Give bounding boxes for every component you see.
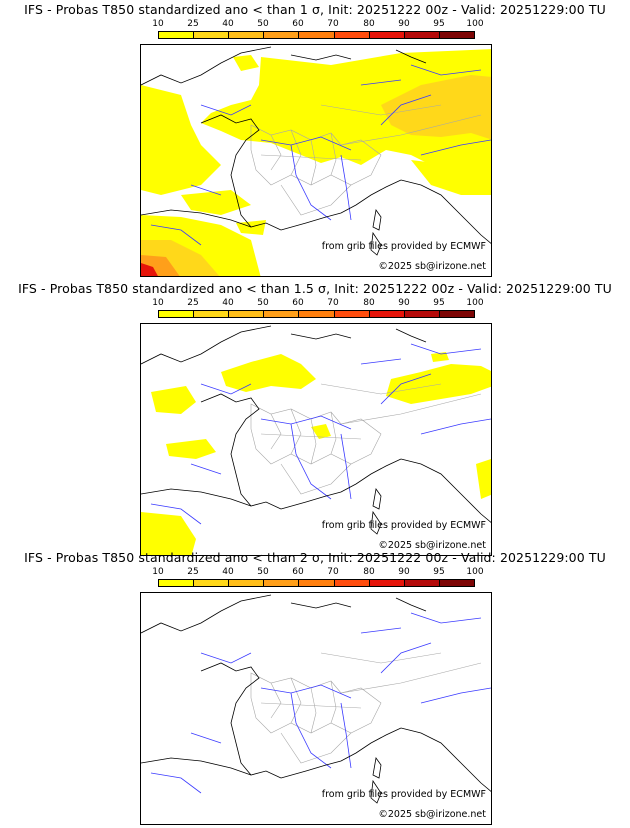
colorbar-label: 25 xyxy=(187,567,199,577)
colorbar-label: 90 xyxy=(398,567,410,577)
prob-area-bay xyxy=(166,439,216,459)
map-panel-1: IFS - Probas T850 standardized ano < tha… xyxy=(0,2,630,278)
map-panel-3: IFS - Probas T850 standardized ano < tha… xyxy=(0,550,630,826)
colorbar-label: 40 xyxy=(222,19,234,29)
source-credit: from grib files provided by ECMWF xyxy=(321,241,486,252)
prob-area-alps xyxy=(411,160,491,195)
colorbar-label: 50 xyxy=(257,298,269,308)
colorbar-label: 80 xyxy=(363,19,375,29)
colorbar-label: 70 xyxy=(327,298,339,308)
prob-area-iberia xyxy=(141,512,196,555)
colorbar xyxy=(158,579,475,587)
colorbar-label: 10 xyxy=(152,298,164,308)
colorbar-label: 95 xyxy=(433,298,445,308)
colorbar-label: 25 xyxy=(187,19,199,29)
probability-map: from grib files provided by ECMWF ©2025 … xyxy=(140,592,492,825)
colorbar-label: 40 xyxy=(222,567,234,577)
colorbar-label: 70 xyxy=(327,567,339,577)
colorbar xyxy=(158,310,475,318)
prob-area-bay xyxy=(181,190,251,215)
prob-area-north xyxy=(221,354,316,392)
colorbar-label: 40 xyxy=(222,298,234,308)
coastlines xyxy=(141,594,491,804)
copyright-credit: ©2025 sb@irizone.net xyxy=(378,809,486,820)
panel-title: IFS - Probas T850 standardized ano < tha… xyxy=(24,2,606,17)
map-svg xyxy=(141,46,491,276)
map-svg xyxy=(141,594,491,804)
colorbar-label: 80 xyxy=(363,567,375,577)
copyright-credit: ©2025 sb@irizone.net xyxy=(378,540,486,551)
prob-area-east xyxy=(386,364,491,404)
colorbar-label: 95 xyxy=(433,19,445,29)
prob-area-corsica xyxy=(476,459,491,499)
prob-area-east xyxy=(381,75,491,140)
probability-map: from grib files provided by ECMWF ©2025 … xyxy=(140,323,492,556)
copyright-credit: ©2025 sb@irizone.net xyxy=(378,261,486,272)
source-credit: from grib files provided by ECMWF xyxy=(321,789,486,800)
colorbar-label: 70 xyxy=(327,19,339,29)
colorbar-label: 60 xyxy=(292,19,304,29)
colorbar-label: 50 xyxy=(257,19,269,29)
source-credit: from grib files provided by ECMWF xyxy=(321,520,486,531)
colorbar-labels: 10 25 40 50 60 70 80 90 95 100 xyxy=(140,298,492,310)
map-panel-2: IFS - Probas T850 standardized ano < tha… xyxy=(0,281,630,557)
prob-area-east-small xyxy=(431,352,449,362)
colorbar-labels: 10 25 40 50 60 70 80 90 95 100 xyxy=(140,19,492,31)
colorbar-label: 100 xyxy=(466,298,484,308)
colorbar-label: 10 xyxy=(152,567,164,577)
probability-map: from grib files provided by ECMWF ©2025 … xyxy=(140,44,492,277)
admin-borders xyxy=(250,104,482,216)
admin-borders xyxy=(250,652,482,764)
panel-title: IFS - Probas T850 standardized ano < tha… xyxy=(24,550,606,565)
coastlines xyxy=(141,46,491,256)
map-svg xyxy=(141,325,491,555)
prob-area-blob-2 xyxy=(236,220,266,235)
colorbar-label: 50 xyxy=(257,567,269,577)
prob-area-atlantic xyxy=(151,386,196,414)
colorbar-label: 60 xyxy=(292,298,304,308)
colorbar-label: 100 xyxy=(466,19,484,29)
colorbar-label: 25 xyxy=(187,298,199,308)
coastlines xyxy=(141,325,491,535)
prob-area-central xyxy=(311,424,331,439)
prob-area-north xyxy=(201,49,491,195)
rivers xyxy=(150,612,491,794)
prob-area-atlantic xyxy=(141,85,221,195)
prob-area-iberia-80 xyxy=(141,263,158,276)
panel-title: IFS - Probas T850 standardized ano < tha… xyxy=(18,281,612,296)
colorbar xyxy=(158,31,475,39)
colorbar-label: 10 xyxy=(152,19,164,29)
rivers xyxy=(150,343,491,525)
rivers xyxy=(150,64,491,246)
colorbar-labels: 10 25 40 50 60 70 80 90 95 100 xyxy=(140,567,492,579)
prob-area-blob-1 xyxy=(233,55,259,71)
colorbar-label: 95 xyxy=(433,567,445,577)
colorbar-label: 60 xyxy=(292,567,304,577)
colorbar-label: 100 xyxy=(466,567,484,577)
colorbar-label: 80 xyxy=(363,298,375,308)
colorbar-label: 90 xyxy=(398,19,410,29)
colorbar-label: 90 xyxy=(398,298,410,308)
